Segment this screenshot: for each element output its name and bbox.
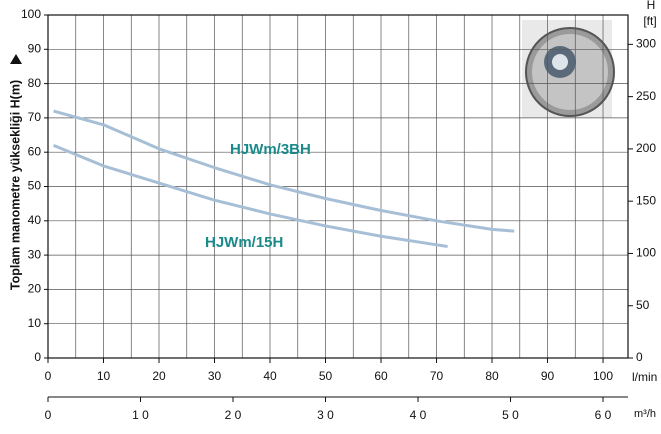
axis-arrow bbox=[10, 54, 22, 64]
y2-tick-label: 150 bbox=[636, 193, 656, 207]
x-tick-label: 100 bbox=[593, 369, 613, 383]
x2-tick-label: 2 0 bbox=[225, 408, 242, 422]
x2-tick-label: 1 0 bbox=[132, 408, 149, 422]
y2-tick-label: 200 bbox=[636, 141, 656, 155]
y-tick-label: 20 bbox=[28, 282, 42, 296]
y-tick-label: 90 bbox=[28, 41, 42, 55]
x-tick-label: 90 bbox=[541, 369, 555, 383]
y-tick-label: 30 bbox=[28, 247, 42, 261]
x2-tick-label: 4 0 bbox=[410, 408, 427, 422]
y2-tick-label: 300 bbox=[636, 37, 656, 51]
y-axis-title: Toplam manometre yüksekliği H(m) bbox=[8, 80, 22, 290]
x-tick-label: 30 bbox=[208, 369, 222, 383]
y-tick-label: 10 bbox=[28, 316, 42, 330]
y-tick-label: 50 bbox=[28, 179, 42, 193]
y2-tick-label: 50 bbox=[636, 298, 650, 312]
x2-tick-label: 0 bbox=[45, 408, 52, 422]
y2-tick-label: 100 bbox=[636, 246, 656, 260]
y-tick-label: 60 bbox=[28, 144, 42, 158]
x-tick-label: 10 bbox=[97, 369, 111, 383]
annotation: HJWm/3BH bbox=[230, 141, 311, 158]
y-tick-label: 100 bbox=[21, 7, 41, 21]
annotation: HJWm/15H bbox=[205, 234, 283, 251]
x-tick-label: 80 bbox=[485, 369, 499, 383]
y-tick-label: 40 bbox=[28, 213, 42, 227]
y-tick-label: 80 bbox=[28, 76, 42, 90]
pump-photo bbox=[522, 20, 615, 118]
y-tick-label: 70 bbox=[28, 110, 42, 124]
x2-tick-label: 6 0 bbox=[595, 408, 612, 422]
y2-tick-label: 0 bbox=[636, 350, 643, 364]
x2-tick-label: 5 0 bbox=[502, 408, 519, 422]
y-tick-label: 0 bbox=[34, 350, 41, 364]
y2-tick-label: 250 bbox=[636, 89, 656, 103]
y2-axis-unit: [ft] bbox=[643, 14, 656, 28]
plot-frame bbox=[47, 14, 629, 359]
x2-axis-title: m³/h bbox=[634, 408, 656, 420]
x2-tick-label: 3 0 bbox=[317, 408, 334, 422]
x-tick-label: 60 bbox=[374, 369, 388, 383]
x-tick-label: 0 bbox=[45, 369, 52, 383]
y2-axis-title: H bbox=[647, 0, 656, 12]
x-axis-title: l/min bbox=[632, 370, 657, 384]
curve bbox=[52, 143, 448, 249]
x-tick-label: 20 bbox=[152, 369, 166, 383]
x-tick-label: 70 bbox=[430, 369, 444, 383]
x-tick-label: 50 bbox=[319, 369, 333, 383]
curve bbox=[53, 109, 515, 233]
x-tick-label: 40 bbox=[263, 369, 277, 383]
